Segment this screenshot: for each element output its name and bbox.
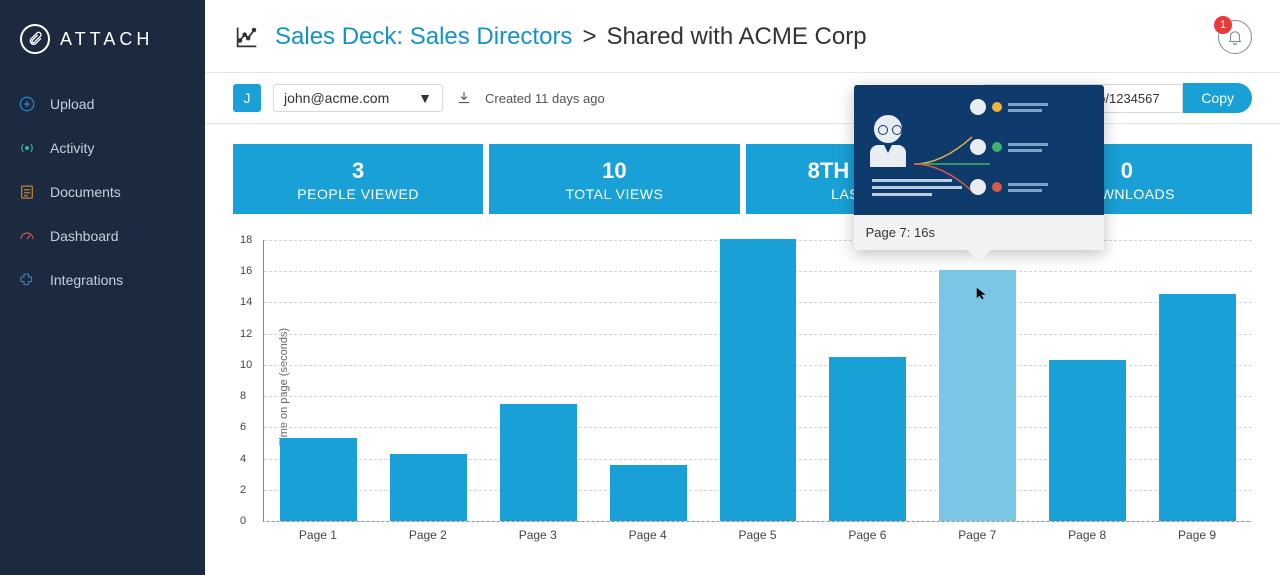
shared-with-label: Shared with ACME Corp <box>606 23 866 51</box>
bar[interactable] <box>1049 360 1126 521</box>
x-axis-labels: Page 1Page 2Page 3Page 4Page 5Page 6Page… <box>263 528 1252 542</box>
x-tick-label: Page 1 <box>263 528 373 542</box>
bar[interactable] <box>500 404 577 522</box>
stat-people-viewed: 3 PEOPLE VIEWED <box>233 144 483 214</box>
chevron-down-icon: ▼ <box>418 90 432 106</box>
sidebar-item-documents[interactable]: Documents <box>0 170 205 214</box>
stat-total-views: 10 TOTAL VIEWS <box>489 144 739 214</box>
y-tick: 14 <box>240 296 252 308</box>
broadcast-icon <box>18 139 36 157</box>
bar[interactable] <box>390 454 467 521</box>
tooltip-caption: Page 7: 16s <box>854 215 1104 250</box>
user-email: john@acme.com <box>284 90 389 106</box>
y-tick: 8 <box>240 390 246 402</box>
y-tick: 6 <box>240 421 246 433</box>
stat-value: 3 <box>233 158 483 184</box>
stat-label: TOTAL VIEWS <box>489 186 739 202</box>
gauge-icon <box>18 227 36 245</box>
tooltip-slide-thumb <box>854 85 1104 215</box>
y-tick: 16 <box>240 265 252 277</box>
bar[interactable] <box>1159 294 1236 521</box>
bar[interactable] <box>720 239 797 521</box>
created-label: Created 11 days ago <box>485 91 605 106</box>
y-tick: 2 <box>240 484 246 496</box>
bar-slot[interactable] <box>264 438 374 521</box>
y-tick: 18 <box>240 234 252 246</box>
cursor-icon <box>975 286 989 300</box>
sidebar-item-dashboard[interactable]: Dashboard <box>0 214 205 258</box>
stats-row: 3 PEOPLE VIEWED 10 TOTAL VIEWS 8TH NOV 1… <box>205 124 1280 222</box>
main: Sales Deck: Sales Directors > Shared wit… <box>205 0 1280 575</box>
chart-bars <box>264 240 1252 521</box>
bar-slot[interactable] <box>374 454 484 521</box>
x-tick-label: Page 3 <box>483 528 593 542</box>
user-select[interactable]: john@acme.com ▼ <box>273 84 443 112</box>
sidebar-item-upload[interactable]: Upload <box>0 82 205 126</box>
subheader: J john@acme.com ▼ Created 11 days ago Co… <box>205 73 1280 124</box>
bar[interactable] <box>829 357 906 522</box>
brand-name: ATTACH <box>60 29 153 50</box>
x-tick-label: Page 8 <box>1032 528 1142 542</box>
x-tick-label: Page 4 <box>593 528 703 542</box>
notifications-button[interactable]: 1 <box>1218 20 1252 54</box>
x-tick-label: Page 2 <box>373 528 483 542</box>
doc-title-link[interactable]: Sales Deck: Sales Directors <box>275 23 572 51</box>
nav: Upload Activity Documents Dashboard Inte… <box>0 82 205 302</box>
copy-button[interactable]: Copy <box>1183 83 1252 113</box>
download-icon[interactable] <box>455 89 473 107</box>
bar-slot[interactable] <box>1032 360 1142 521</box>
logo: ATTACH <box>0 0 205 82</box>
bar-slot[interactable] <box>593 465 703 521</box>
y-tick: 0 <box>240 515 246 527</box>
bar-slot[interactable] <box>703 239 813 521</box>
plus-circle-icon <box>18 95 36 113</box>
puzzle-icon <box>18 271 36 289</box>
user-avatar: J <box>233 84 261 112</box>
y-tick: 12 <box>240 328 252 340</box>
sidebar-item-label: Integrations <box>50 272 123 288</box>
bar-slot[interactable] <box>923 270 1033 521</box>
sidebar-item-label: Activity <box>50 140 94 156</box>
breadcrumb: Sales Deck: Sales Directors > Shared wit… <box>275 23 867 51</box>
bar[interactable] <box>280 438 357 521</box>
x-tick-label: Page 5 <box>703 528 813 542</box>
bar-slot[interactable] <box>1142 294 1252 521</box>
document-icon <box>18 183 36 201</box>
chart-area: Time on page (seconds) 024681012141618Pa… <box>205 222 1280 552</box>
y-tick: 10 <box>240 359 252 371</box>
sidebar-item-integrations[interactable]: Integrations <box>0 258 205 302</box>
x-tick-label: Page 7 <box>922 528 1032 542</box>
analytics-icon <box>233 23 261 51</box>
sidebar: ATTACH Upload Activity Documents Dashboa… <box>0 0 205 575</box>
sidebar-item-label: Upload <box>50 96 94 112</box>
stat-value: 10 <box>489 158 739 184</box>
y-tick: 4 <box>240 453 246 465</box>
chart-tooltip: Page 7: 16s <box>854 85 1104 250</box>
sidebar-item-label: Dashboard <box>50 228 119 244</box>
notification-badge: 1 <box>1214 16 1232 34</box>
x-tick-label: Page 9 <box>1142 528 1252 542</box>
bar[interactable] <box>610 465 687 521</box>
breadcrumb-separator: > <box>582 23 596 51</box>
logo-icon <box>20 24 50 54</box>
bar-slot[interactable] <box>484 404 594 522</box>
stat-label: PEOPLE VIEWED <box>233 186 483 202</box>
header: Sales Deck: Sales Directors > Shared wit… <box>205 0 1280 73</box>
x-tick-label: Page 6 <box>812 528 922 542</box>
sidebar-item-label: Documents <box>50 184 121 200</box>
bar-slot[interactable] <box>813 357 923 522</box>
chart-plot: 024681012141618Page 7: 16s <box>263 240 1252 522</box>
sidebar-item-activity[interactable]: Activity <box>0 126 205 170</box>
bar[interactable] <box>939 270 1016 521</box>
